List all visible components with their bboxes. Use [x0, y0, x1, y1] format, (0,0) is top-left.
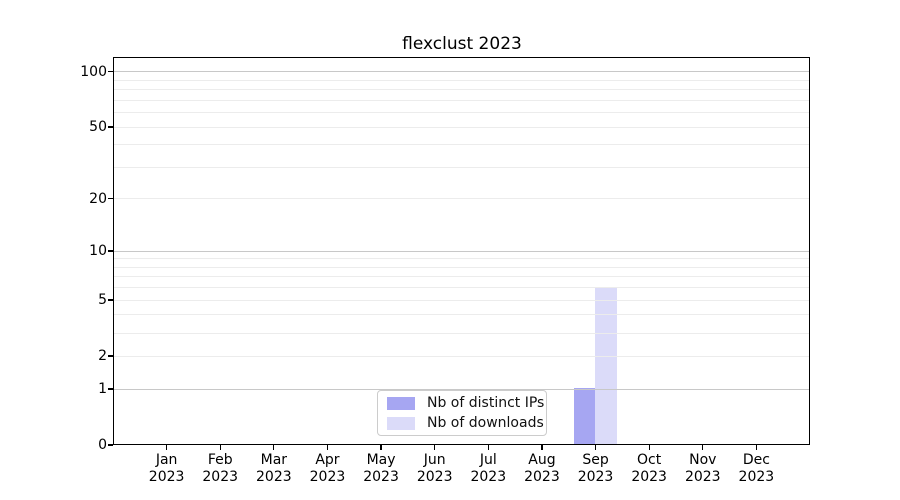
y-tick-mark [108, 388, 113, 390]
bar-sep-series-1 [595, 286, 617, 444]
x-tick-month: Aug [528, 452, 556, 468]
gridline-major [114, 71, 809, 73]
x-tick-month: Nov [689, 452, 717, 468]
legend-item-distinct-ips: Nb of distinct IPs [387, 395, 546, 411]
gridline-minor [114, 144, 809, 146]
x-tick-year: 2023 [309, 469, 346, 485]
y-tick-label: 100 [80, 63, 107, 80]
gridline-minor [114, 355, 809, 357]
x-tick-mark [594, 445, 597, 450]
x-tick-mark [755, 445, 758, 450]
x-tick-label: Mar 2023 [244, 452, 304, 486]
x-tick-year: 2023 [363, 469, 399, 485]
y-tick-label: 50 [89, 118, 107, 135]
y-tick-mark [108, 70, 113, 73]
y-tick-label: 1 [98, 380, 107, 397]
gridline-minor [114, 112, 809, 114]
x-tick-year: 2023 [684, 469, 721, 485]
x-tick-year: 2023 [470, 469, 507, 485]
x-tick-label: Aug 2023 [512, 452, 572, 486]
x-tick-month: Jul [479, 452, 497, 468]
x-tick-month: Apr [315, 452, 340, 468]
gridline-minor [114, 99, 809, 101]
x-tick-month: Feb [207, 452, 233, 468]
x-tick-mark [273, 445, 275, 450]
x-tick-label: Jun 2023 [405, 452, 465, 486]
x-tick-month: Jan [155, 452, 178, 468]
x-tick-year: 2023 [577, 469, 614, 485]
x-tick-label: Jan 2023 [137, 452, 197, 486]
bar-sep-series-0 [573, 387, 596, 444]
x-tick-month: Jun [423, 452, 446, 468]
x-tick-mark [326, 445, 329, 450]
legend-item-downloads: Nb of downloads [387, 415, 546, 431]
legend: Nb of distinct IPs Nb of downloads [377, 390, 547, 436]
y-tick-mark [108, 355, 113, 357]
x-tick-month: Sep [582, 452, 609, 468]
x-tick-label: Oct 2023 [619, 452, 679, 486]
chart-title: flexclust 2023 [402, 34, 522, 54]
y-tick-mark [108, 126, 113, 128]
x-tick-year: 2023 [738, 469, 775, 485]
gridline-major [114, 388, 809, 390]
x-tick-label: Feb 2023 [190, 452, 250, 486]
x-tick-month: Dec [742, 452, 770, 468]
gridline-minor [114, 266, 809, 268]
y-tick-mark [108, 299, 113, 301]
x-tick-label: Apr 2023 [297, 452, 357, 486]
x-tick-month: May [366, 452, 396, 468]
y-tick-label: 20 [89, 190, 107, 207]
x-tick-year: 2023 [148, 469, 185, 485]
x-tick-year: 2023 [524, 469, 560, 485]
x-tick-label: Nov 2023 [673, 452, 733, 486]
x-tick-mark [648, 445, 650, 450]
legend-swatch-downloads-icon [387, 416, 415, 430]
legend-swatch-distinct-ips-icon [387, 396, 415, 410]
legend-label-distinct-ips: Nb of distinct IPs [427, 395, 545, 411]
x-tick-mark [165, 445, 168, 450]
y-tick-label: 5 [98, 292, 107, 309]
gridline-minor [114, 332, 809, 334]
x-tick-label: Dec 2023 [726, 452, 786, 486]
gridline-minor [114, 258, 809, 260]
gridline-minor [114, 79, 809, 81]
gridline-minor [114, 166, 809, 168]
y-tick-label: 10 [89, 243, 107, 259]
gridline-minor [114, 89, 809, 91]
x-tick-label: May 2023 [351, 452, 411, 486]
gridline-minor [114, 287, 809, 289]
plot-area [113, 57, 810, 445]
gridline-minor [114, 276, 809, 278]
x-tick-year: 2023 [256, 469, 292, 485]
x-tick-year: 2023 [416, 469, 453, 485]
x-tick-mark [380, 445, 382, 450]
x-tick-year: 2023 [202, 469, 239, 485]
x-tick-mark [541, 445, 543, 450]
gridline-minor [114, 314, 809, 316]
y-tick-label: 0 [98, 437, 107, 453]
y-tick-mark [108, 198, 113, 200]
x-tick-mark [702, 445, 704, 450]
x-tick-label: Sep 2023 [566, 452, 626, 486]
y-tick-mark [108, 250, 113, 252]
x-tick-mark [487, 445, 489, 450]
y-tick-mark [108, 444, 113, 446]
y-tick-label: 2 [98, 348, 107, 365]
gridline-minor [114, 126, 809, 128]
x-tick-month: Mar [260, 452, 288, 468]
x-tick-mark [434, 445, 436, 450]
legend-label-downloads: Nb of downloads [427, 415, 544, 431]
x-tick-mark [219, 445, 221, 450]
gridline-minor [114, 299, 809, 301]
x-tick-year: 2023 [631, 469, 667, 485]
gridline-major [114, 250, 809, 252]
gridline-minor [114, 198, 809, 200]
x-tick-label: Jul 2023 [458, 452, 518, 486]
x-tick-month: Oct [637, 452, 662, 468]
